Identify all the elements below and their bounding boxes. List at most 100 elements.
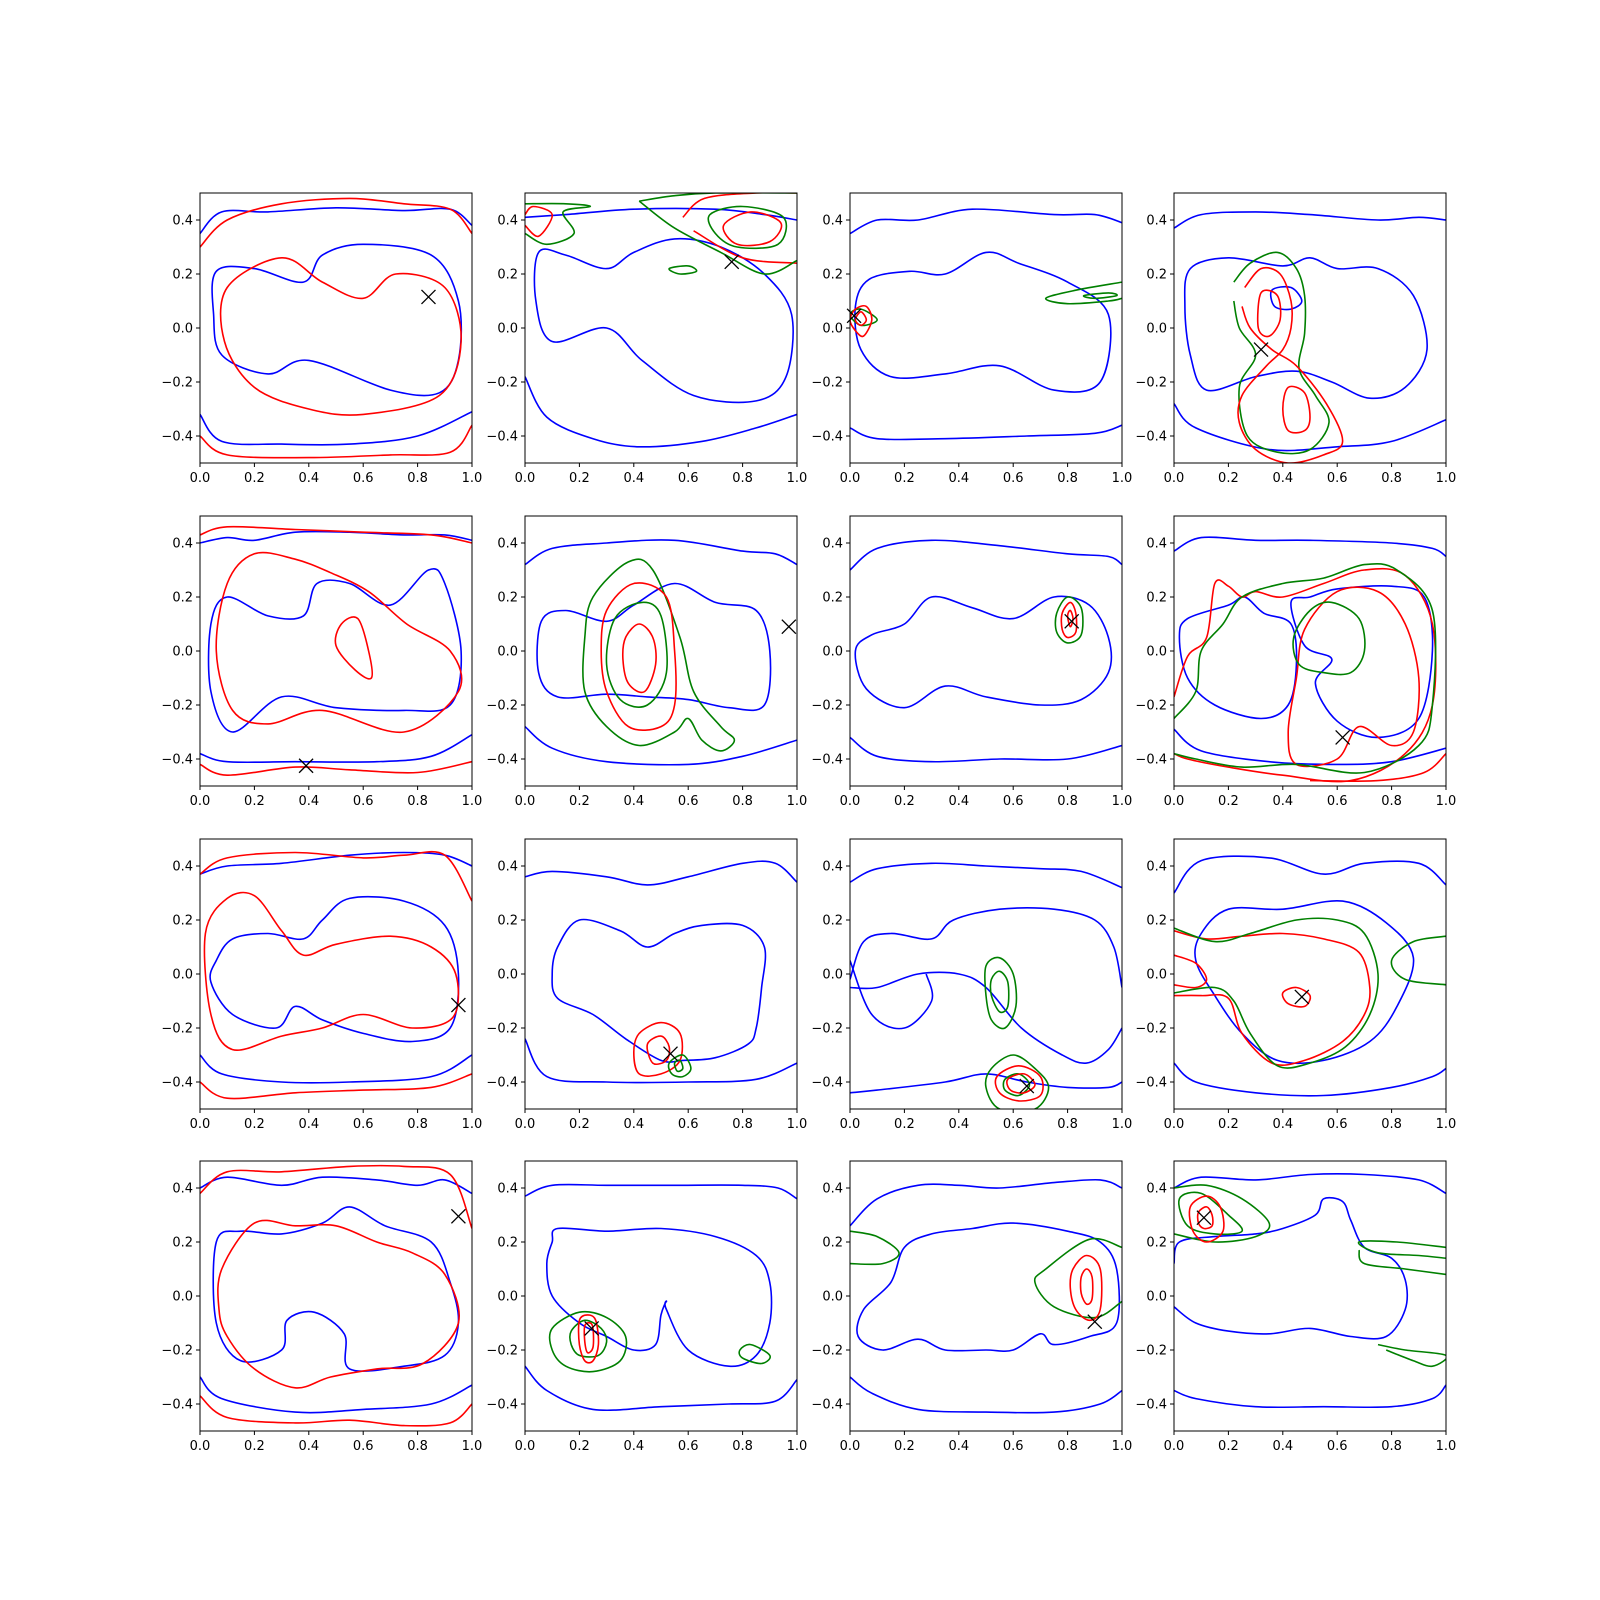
y-tick-label: −0.2 [811,1344,843,1359]
y-tick-label: −0.4 [1135,753,1167,768]
y-tick-label: −0.4 [486,430,518,445]
y-tick-label: 0.4 [1146,214,1167,229]
x-tick-label: 0.8 [732,1439,753,1454]
blue-contour-line [1290,585,1434,739]
x-tick-label: 0.6 [353,794,374,809]
y-tick-label: 0.2 [497,1236,518,1251]
axes-frame [524,515,798,787]
blue-contour-line [850,208,1122,235]
x-tick-label: 0.4 [948,471,969,486]
y-tick-label: 0.0 [497,968,518,983]
x-tick-label: 0.6 [353,1439,374,1454]
y-tick-label: 0.2 [822,591,843,606]
y-tick-label: −0.2 [161,699,193,714]
blue-contour-line [850,539,1122,571]
y-tick-label: −0.2 [161,1344,193,1359]
blue-contour-line [207,567,463,733]
red-contour-line [577,1314,600,1364]
red-contour-line [203,891,460,1051]
y-tick-label: −0.4 [161,430,193,445]
y-tick-label: 0.0 [822,322,843,337]
x-tick-label: 1.0 [1436,471,1457,486]
x-marker [724,254,740,270]
x-tick-label: 0.8 [1381,794,1402,809]
blue-contour-line [551,918,767,1063]
y-tick-label: 0.4 [172,860,193,875]
red-contour-line [525,205,554,238]
blue-contour-line [1174,1384,1446,1409]
x-tick-label: 1.0 [1112,1439,1133,1454]
x-tick-label: 1.0 [1436,1439,1457,1454]
y-tick-label: −0.4 [486,1398,518,1413]
y-tick-label: −0.2 [811,1022,843,1037]
blue-contour-line [525,539,797,566]
x-marker [298,758,314,774]
x-tick-label: 0.6 [678,471,699,486]
axes-frame [199,1160,473,1432]
x-tick-label: 1.0 [462,471,483,486]
contour-group [525,1183,797,1412]
axes-frame [199,192,473,464]
y-tick-label: 0.4 [497,1182,518,1197]
y-tick-label: 0.2 [172,914,193,929]
contour-group [525,539,797,766]
contour-group [200,1164,472,1427]
y-tick-label: −0.4 [811,430,843,445]
y-tick-label: 0.2 [1146,591,1167,606]
x-tick-label: 0.8 [732,794,753,809]
green-contour-line [984,1054,1050,1109]
green-contour-line [1358,1249,1446,1276]
green-contour-line [548,1310,628,1373]
subplot-2-4: 0.0 0.2 0.4 0.6 0.8 1.0 0.4 0.2 0.0 −0.2 −0.4 [1135,515,1456,809]
y-tick-label: −0.2 [1135,1344,1167,1359]
x-tick-label: 0.2 [894,794,915,809]
y-tick-label: 0.0 [822,968,843,983]
x-tick-label: 0.4 [298,794,319,809]
subplot-4-4: 0.0 0.2 0.4 0.6 0.8 1.0 0.4 0.2 0.0 −0.2 −0.4 [1135,1160,1457,1454]
green-contour-line [525,202,592,246]
y-tick-label: 0.0 [822,1290,843,1305]
blue-contour-line [856,1222,1121,1352]
red-contour-line [633,1021,684,1077]
red-contour-line [219,256,462,416]
red-contour-line [217,1219,460,1389]
y-tick-label: 0.2 [497,914,518,929]
green-contour-line [668,265,698,275]
y-tick-label: 0.4 [1146,1182,1167,1197]
x-tick-label: 0.4 [948,794,969,809]
red-contour-line [621,623,657,694]
y-tick-label: 0.0 [1146,645,1167,660]
x-tick-label: 0.0 [1164,1439,1185,1454]
y-tick-label: −0.4 [1135,1076,1167,1091]
x-tick-label: 0.6 [1003,1117,1024,1132]
red-contour-line [600,582,677,731]
contour-group [850,539,1122,763]
y-tick-label: −0.2 [486,1344,518,1359]
x-marker [846,308,862,324]
subplot-1-1: 0.0 0.2 0.4 0.6 0.8 1.0 0.4 0.2 0.0 −0.2 −0.4 [161,192,483,486]
x-tick-label: 0.0 [840,1439,861,1454]
x-tick-label: 0.4 [1272,471,1293,486]
green-contour-line [1292,601,1366,676]
blue-contour-line [200,530,472,544]
red-contour-line [1079,1268,1094,1306]
x-tick-label: 0.8 [1057,1117,1078,1132]
axes-frame [199,838,473,1110]
y-tick-label: 0.2 [172,1236,193,1251]
x-marker [450,997,466,1013]
blue-contour-line [525,860,797,886]
axes-frame [849,192,1123,464]
x-marker [1064,613,1080,629]
x-tick-label: 1.0 [1436,1117,1457,1132]
red-contour-line [682,193,797,218]
y-tick-label: 0.2 [172,591,193,606]
x-marker [1253,342,1269,358]
y-tick-label: 0.0 [1146,1290,1167,1305]
y-tick-label: 0.2 [497,591,518,606]
y-tick-label: 0.4 [1146,537,1167,552]
x-marker [663,1046,678,1062]
x-tick-label: 0.2 [1218,471,1239,486]
green-contour-line [1174,1184,1271,1243]
green-contour-line [1178,1191,1244,1236]
y-tick-label: 0.0 [172,1290,193,1305]
